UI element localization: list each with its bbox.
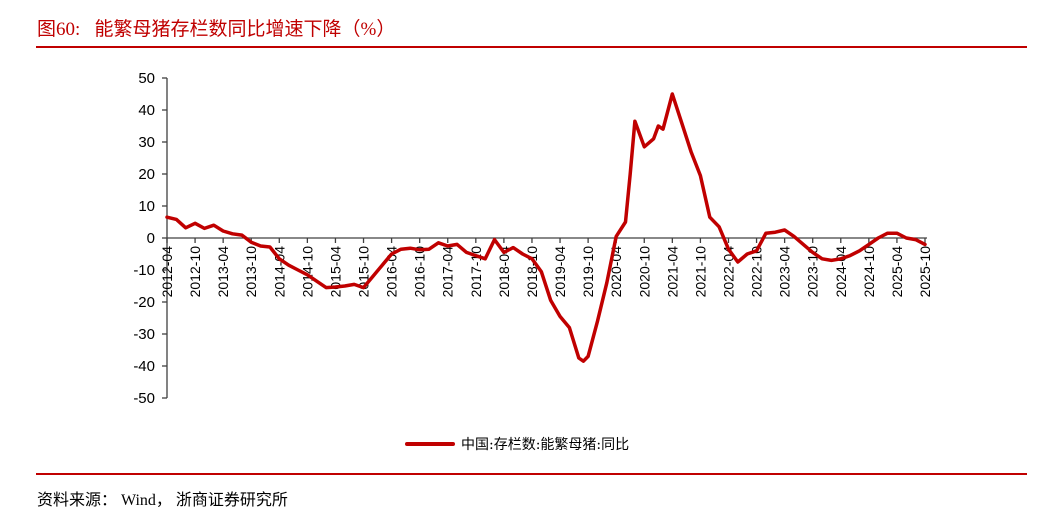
- line-chart: 50 40 30 20 10 0 -10 -20 -30 -40 -50 2012-04 2012-1…: [133, 70, 933, 407]
- x-tick-label: 2012-04: [159, 246, 175, 298]
- x-tick-label: 2017-04: [440, 246, 456, 298]
- x-tick-label: 2015-10: [356, 246, 372, 298]
- x-tick-label: 2023-04: [777, 246, 793, 298]
- title-divider: [36, 46, 1027, 48]
- x-tick-label: 2025-04: [889, 246, 905, 298]
- y-tick-label: -10: [133, 262, 155, 279]
- x-tick-label: 2014-10: [299, 246, 315, 298]
- legend-label: 中国:存栏数:能繁母猪:同比: [461, 437, 630, 453]
- x-tick-label: 2014-04: [271, 246, 287, 298]
- y-tick-label: 40: [138, 102, 155, 119]
- x-tick-label: 2019-04: [552, 246, 568, 298]
- y-tick-label: 20: [138, 166, 155, 183]
- source-note: 资料来源： Wind， 浙商证券研究所: [37, 492, 288, 509]
- y-tick-label: -30: [133, 326, 155, 343]
- y-tick-label: 10: [138, 198, 155, 215]
- y-tick-label: -50: [133, 390, 155, 407]
- y-tick-label: 0: [147, 230, 155, 247]
- x-tick-label: 2013-10: [243, 246, 259, 298]
- series-line-sow-inventory-yoy: [165, 92, 927, 363]
- y-tick-label: 30: [138, 134, 155, 151]
- x-tick-label: 2015-04: [327, 246, 343, 298]
- x-tick-label: 2024-10: [861, 246, 877, 298]
- legend-line-swatch: [405, 442, 455, 446]
- chart-title: 图60: 能繁母猪存栏数同比增速下降（%）: [37, 19, 396, 40]
- y-tick-label: 50: [138, 70, 155, 87]
- x-tick-label: 2013-04: [215, 246, 231, 298]
- x-tick-label: 2024-04: [833, 246, 849, 298]
- footer-divider: [36, 473, 1027, 475]
- x-tick-label: 2018-10: [524, 246, 540, 298]
- y-axis: 50 40 30 20 10 0 -10 -20 -30 -40 -50: [133, 70, 168, 407]
- x-tick-label: 2021-10: [692, 246, 708, 298]
- x-tick-label: 2021-04: [664, 246, 680, 298]
- x-tick-label: 2022-10: [749, 246, 765, 298]
- x-tick-label: 2018-04: [496, 246, 512, 298]
- x-tick-label: 2016-10: [412, 246, 428, 298]
- legend: 中国:存栏数:能繁母猪:同比: [405, 434, 629, 454]
- y-tick-label: -40: [133, 358, 155, 375]
- x-tick-label: 2023-10: [805, 246, 821, 298]
- x-tick-label: 2019-10: [580, 246, 596, 298]
- x-tick-label: 2022-04: [720, 246, 736, 298]
- y-tick-label: -20: [133, 294, 155, 311]
- x-tick-label: 2025-10: [917, 246, 933, 298]
- x-tick-label: 2020-10: [636, 246, 652, 298]
- x-tick-label: 2012-10: [187, 246, 203, 298]
